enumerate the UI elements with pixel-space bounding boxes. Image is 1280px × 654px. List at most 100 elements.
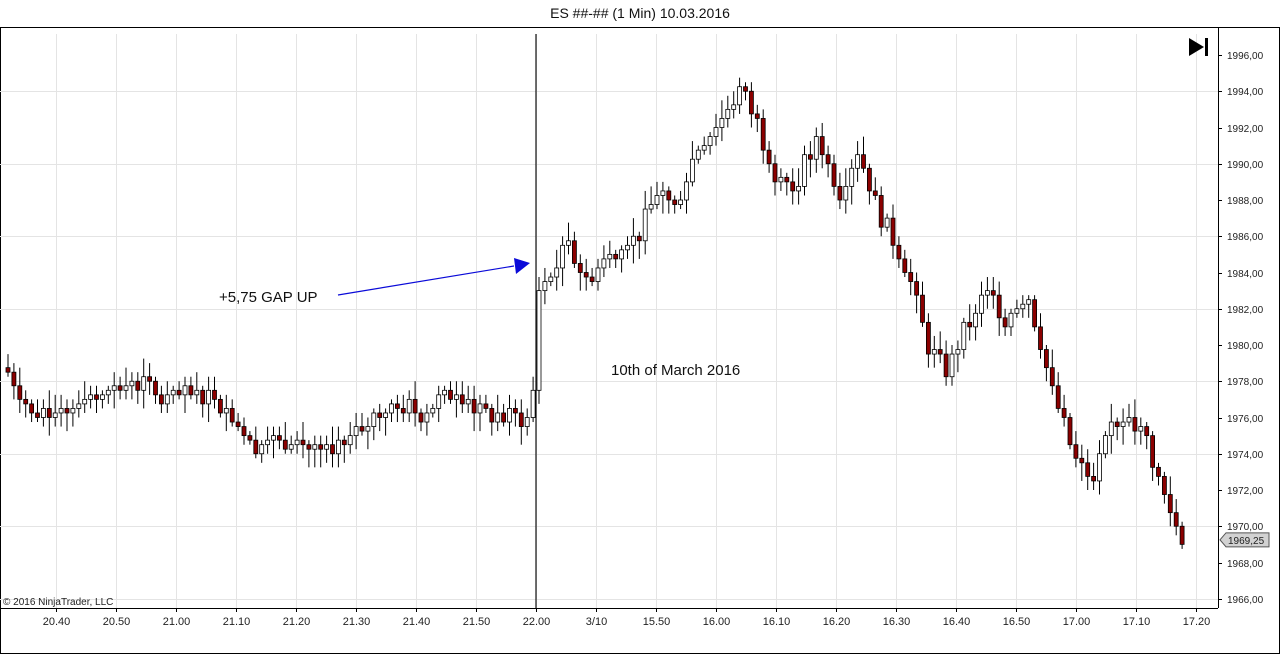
- candle: [312, 435, 318, 468]
- candle: [324, 435, 330, 463]
- candle: [318, 435, 324, 468]
- candle: [406, 390, 412, 423]
- candle: [684, 172, 689, 214]
- skip-to-end-icon[interactable]: [1189, 38, 1208, 56]
- candle: [654, 181, 660, 210]
- candle: [418, 408, 424, 432]
- candle: [11, 363, 17, 400]
- candle: [64, 399, 70, 432]
- candle: [412, 381, 418, 427]
- candle: [990, 277, 996, 309]
- candle: [1067, 412, 1073, 450]
- candle: [1138, 417, 1144, 445]
- candle: [707, 132, 713, 155]
- candle: [371, 408, 377, 441]
- candle: [1167, 476, 1173, 527]
- candle: [105, 385, 111, 404]
- candle: [1114, 417, 1120, 441]
- grid: [0, 34, 1218, 608]
- x-tick-label: 16.30: [883, 616, 911, 628]
- candle: [908, 258, 914, 296]
- candle: [507, 394, 512, 436]
- candle: [1049, 349, 1055, 395]
- candle: [896, 236, 902, 268]
- candle: [843, 168, 849, 214]
- candle: [548, 272, 554, 287]
- candle: [259, 440, 265, 463]
- candle: [743, 82, 748, 101]
- gap-arrow: [337, 258, 530, 296]
- candle: [23, 390, 29, 418]
- candle: [1156, 462, 1161, 486]
- candle: [749, 82, 754, 128]
- candle: [819, 122, 825, 169]
- candle: [453, 381, 459, 418]
- candle: [212, 376, 217, 409]
- x-tick-label: 16.20: [823, 616, 851, 628]
- chart-frame: [0, 27, 1280, 654]
- candle: [276, 426, 282, 450]
- candle: [861, 136, 866, 173]
- candle: [719, 100, 725, 142]
- candle: [158, 385, 164, 413]
- candle: [135, 372, 141, 404]
- y-tick-label: 1970,00: [1227, 522, 1264, 533]
- chart-title: ES ##-## (1 Min) 10.03.2016: [550, 5, 730, 21]
- candle: [884, 213, 890, 232]
- candle: [265, 426, 271, 454]
- candle: [100, 390, 105, 409]
- candle: [1020, 295, 1026, 318]
- candle: [973, 304, 978, 341]
- candle: [1132, 399, 1138, 445]
- y-tick-label: 1992,00: [1227, 124, 1264, 135]
- candle: [518, 399, 524, 445]
- candle: [1108, 403, 1114, 454]
- candle: [223, 394, 229, 432]
- candle: [713, 113, 719, 146]
- candle: [619, 245, 624, 273]
- candle: [690, 141, 695, 187]
- y-tick-label: 1986,00: [1227, 232, 1264, 243]
- candle: [530, 376, 536, 423]
- x-tick-label: 17.10: [1123, 616, 1151, 628]
- candle: [389, 399, 394, 423]
- candle: [200, 385, 206, 418]
- y-tick-label: 1976,00: [1227, 414, 1264, 425]
- candle: [288, 435, 294, 454]
- candle: [902, 249, 908, 278]
- candle: [949, 345, 955, 386]
- candle: [772, 154, 778, 196]
- candle: [35, 399, 40, 423]
- x-tick-label: 15.50: [643, 616, 671, 628]
- candle: [70, 399, 76, 427]
- x-tick-label: 21.30: [343, 616, 371, 628]
- candle: [341, 435, 347, 463]
- candle: [867, 163, 872, 205]
- candle: [701, 136, 707, 155]
- candle: [282, 422, 288, 454]
- copyright: © 2016 NinjaTrader, LLC: [3, 597, 113, 608]
- candle: [1179, 521, 1185, 549]
- candle: [566, 222, 571, 255]
- candle: [560, 236, 565, 287]
- candle: [294, 431, 300, 454]
- candle: [808, 141, 813, 178]
- candle: [377, 403, 383, 432]
- candle: [1073, 431, 1079, 468]
- candle: [76, 390, 82, 418]
- candle: [424, 403, 430, 436]
- candle: [583, 258, 589, 291]
- x-tick-label: 21.20: [283, 616, 311, 628]
- candle: [365, 417, 371, 450]
- candle: [1044, 345, 1049, 382]
- candle: [613, 249, 619, 268]
- x-axis: 20.40 20.50 21.00 21.10 21.20 21.30 21.40 21.50…: [43, 608, 1210, 628]
- y-tick-label: 1990,00: [1227, 160, 1264, 171]
- candle: [542, 267, 548, 305]
- candle: [1008, 308, 1014, 336]
- candle: [489, 403, 495, 436]
- candle: [58, 394, 64, 427]
- y-tick-label: 1988,00: [1227, 196, 1264, 207]
- candle: [459, 381, 465, 413]
